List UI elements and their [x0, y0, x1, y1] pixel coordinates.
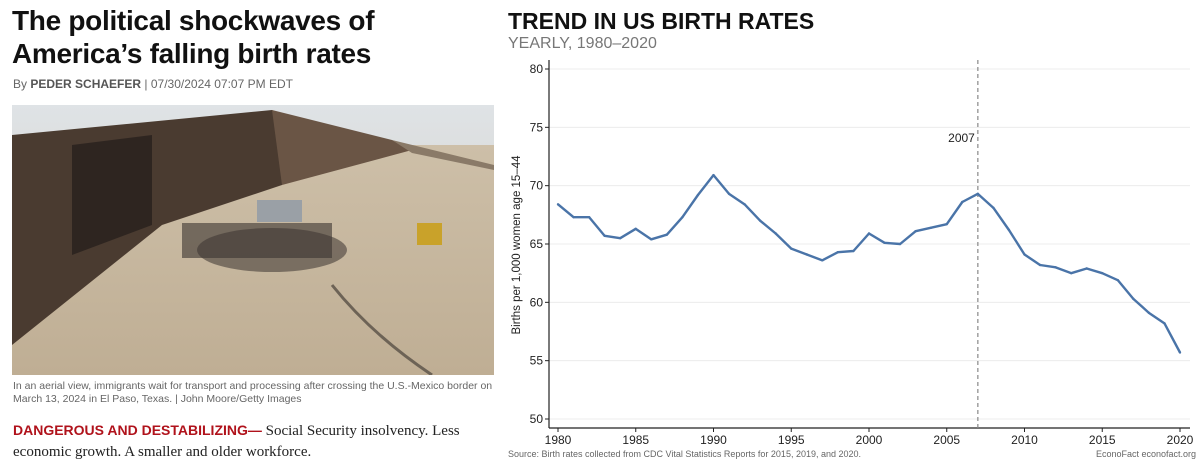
data-point: [867, 232, 871, 235]
article-headline: The political shockwaves of America’s fa…: [12, 5, 375, 69]
x-tick-label: 1980: [545, 433, 572, 447]
y-tick-label: 80: [530, 62, 544, 76]
data-point: [1054, 266, 1057, 269]
data-point: [650, 238, 653, 241]
data-point: [587, 215, 591, 219]
y-axis-label: Births per 1,000 women age 15–44: [511, 155, 523, 335]
x-tick-label: 1990: [700, 433, 727, 447]
x-tick-label: 2015: [1089, 433, 1116, 447]
photo-caption: In an aerial view, immigrants wait for t…: [13, 380, 493, 405]
data-point: [992, 206, 995, 210]
chart-title: TREND IN US BIRTH RATES: [508, 8, 815, 34]
x-tick-label: 1985: [622, 433, 649, 447]
data-point: [1147, 311, 1151, 315]
lede-kicker: DANGEROUS AND DESTABILIZING—: [13, 422, 262, 438]
data-point: [852, 249, 855, 253]
data-point: [790, 247, 793, 250]
chart-credit: EconoFact econofact.org: [1096, 449, 1196, 459]
lede-text: Social Security insolvency. Less economi…: [13, 423, 460, 460]
data-point: [914, 229, 917, 233]
data-point: [1023, 253, 1026, 256]
data-point: [961, 200, 964, 204]
x-tick-label: 2020: [1167, 433, 1194, 447]
data-point: [572, 215, 575, 219]
article-photo: [12, 105, 494, 375]
x-tick-label: 2000: [856, 433, 883, 447]
data-point: [758, 219, 762, 222]
y-tick-label: 60: [530, 295, 544, 309]
data-point: [1085, 267, 1088, 270]
author-name[interactable]: PEDER SCHAEFER: [30, 77, 142, 91]
data-point: [556, 203, 560, 206]
chart-subtitle: YEARLY, 1980–2020: [508, 35, 657, 52]
x-tick-label: 2010: [1011, 433, 1038, 447]
byline-separator: |: [144, 77, 148, 91]
data-point: [681, 215, 684, 219]
y-tick-label: 75: [530, 120, 544, 134]
annotation-label: 2007: [948, 131, 975, 145]
data-point: [696, 193, 700, 197]
data-point: [1007, 228, 1011, 232]
data-point: [619, 236, 622, 240]
article-lede: DANGEROUS AND DESTABILIZING— Social Secu…: [13, 420, 498, 463]
data-point: [727, 192, 731, 196]
data-point: [665, 233, 669, 236]
y-tick-label: 55: [530, 354, 544, 368]
timestamp: 07/30/2024 07:07 PM EDT: [150, 77, 293, 91]
byline: By PEDER SCHAEFER | 07/30/2024 07:07 PM …: [13, 77, 293, 91]
data-point: [836, 250, 840, 254]
y-tick-label: 70: [530, 179, 544, 193]
data-point: [883, 241, 886, 245]
x-tick-label: 1995: [778, 433, 805, 447]
data-point: [634, 227, 637, 231]
data-point: [603, 234, 606, 238]
x-tick-label: 2005: [933, 433, 960, 447]
chart-source: Source: Birth rates collected from CDC V…: [508, 449, 861, 459]
data-point: [743, 203, 746, 206]
data-point: [898, 242, 902, 246]
data-point: [1116, 278, 1120, 282]
series-line: [557, 173, 1182, 354]
data-point: [1069, 271, 1073, 275]
data-point: [1178, 351, 1182, 354]
data-point: [1101, 271, 1104, 275]
data-point: [1132, 297, 1135, 301]
data-point: [930, 226, 933, 229]
y-tick-label: 65: [530, 237, 544, 251]
data-point: [1038, 263, 1042, 267]
data-point: [712, 173, 715, 177]
data-point: [774, 232, 777, 235]
data-point: [976, 192, 980, 196]
data-point: [945, 222, 948, 226]
data-point: [821, 259, 824, 262]
data-point: [1163, 322, 1166, 325]
y-tick-label: 50: [530, 412, 544, 426]
byline-by: By: [13, 77, 28, 91]
data-point: [805, 253, 808, 256]
